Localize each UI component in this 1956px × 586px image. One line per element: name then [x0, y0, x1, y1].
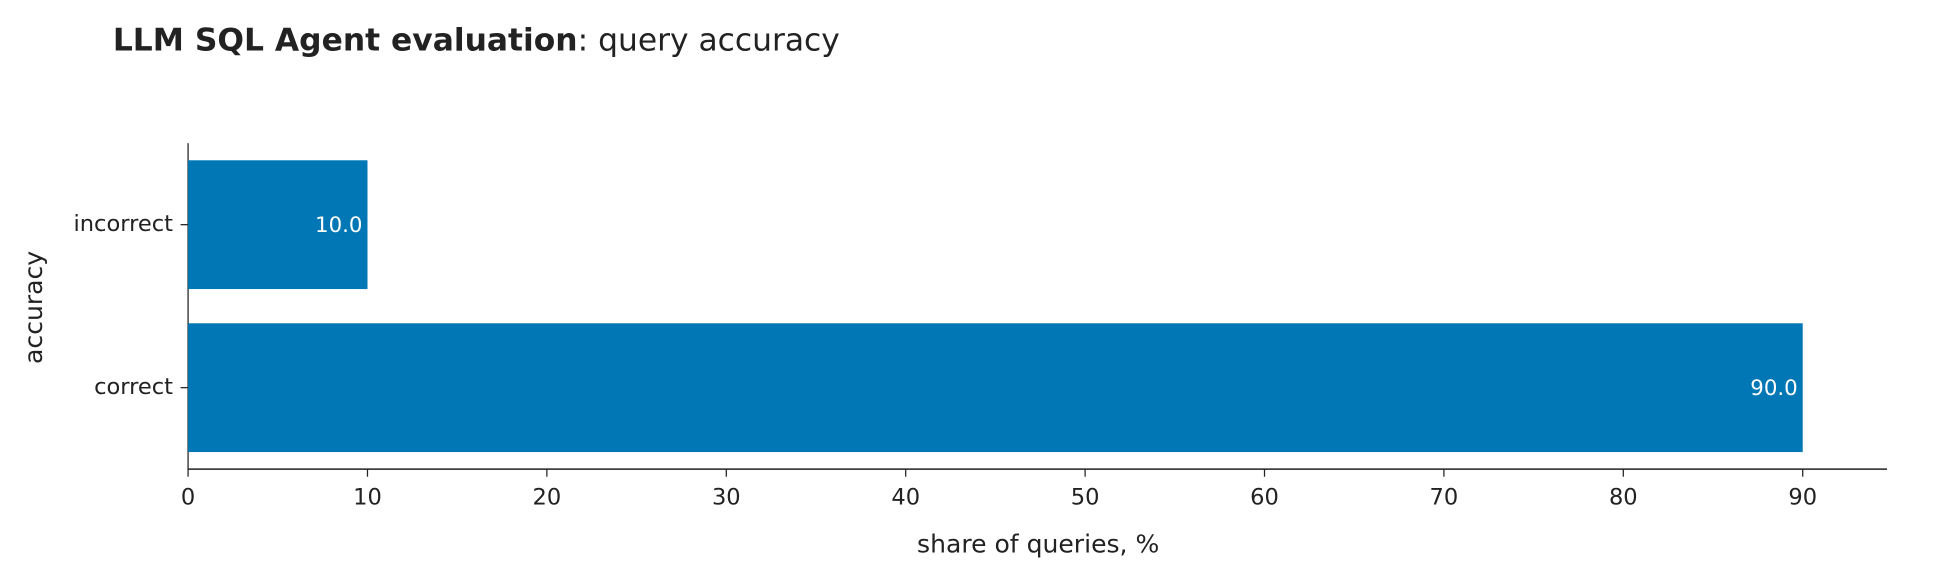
x-tick-label: 70 — [1430, 485, 1459, 511]
x-tick-label: 60 — [1250, 485, 1279, 511]
bar — [188, 323, 1803, 453]
x-tick-label: 80 — [1609, 485, 1638, 511]
x-tick-label: 40 — [891, 485, 920, 511]
y-axis-title: accuracy — [19, 251, 48, 364]
title-regular: : query accuracy — [578, 23, 840, 59]
bar — [188, 160, 368, 290]
x-tick-label: 0 — [181, 485, 195, 511]
x-tick-label: 20 — [533, 485, 562, 511]
x-tick-label: 30 — [712, 485, 741, 511]
y-tick-label: incorrect — [74, 211, 174, 237]
x-tick-label: 50 — [1071, 485, 1100, 511]
title-bold: LLM SQL Agent evaluation — [113, 23, 578, 59]
y-tick-label: correct — [94, 374, 173, 400]
value-label: 90.0 — [1750, 376, 1797, 401]
x-axis-title: share of queries, % — [917, 530, 1159, 559]
chart-title: LLM SQL Agent evaluation: query accuracy — [113, 23, 840, 59]
x-tick-label: 90 — [1788, 485, 1817, 511]
x-tick-label: 10 — [353, 485, 382, 511]
value-label: 10.0 — [315, 213, 362, 238]
